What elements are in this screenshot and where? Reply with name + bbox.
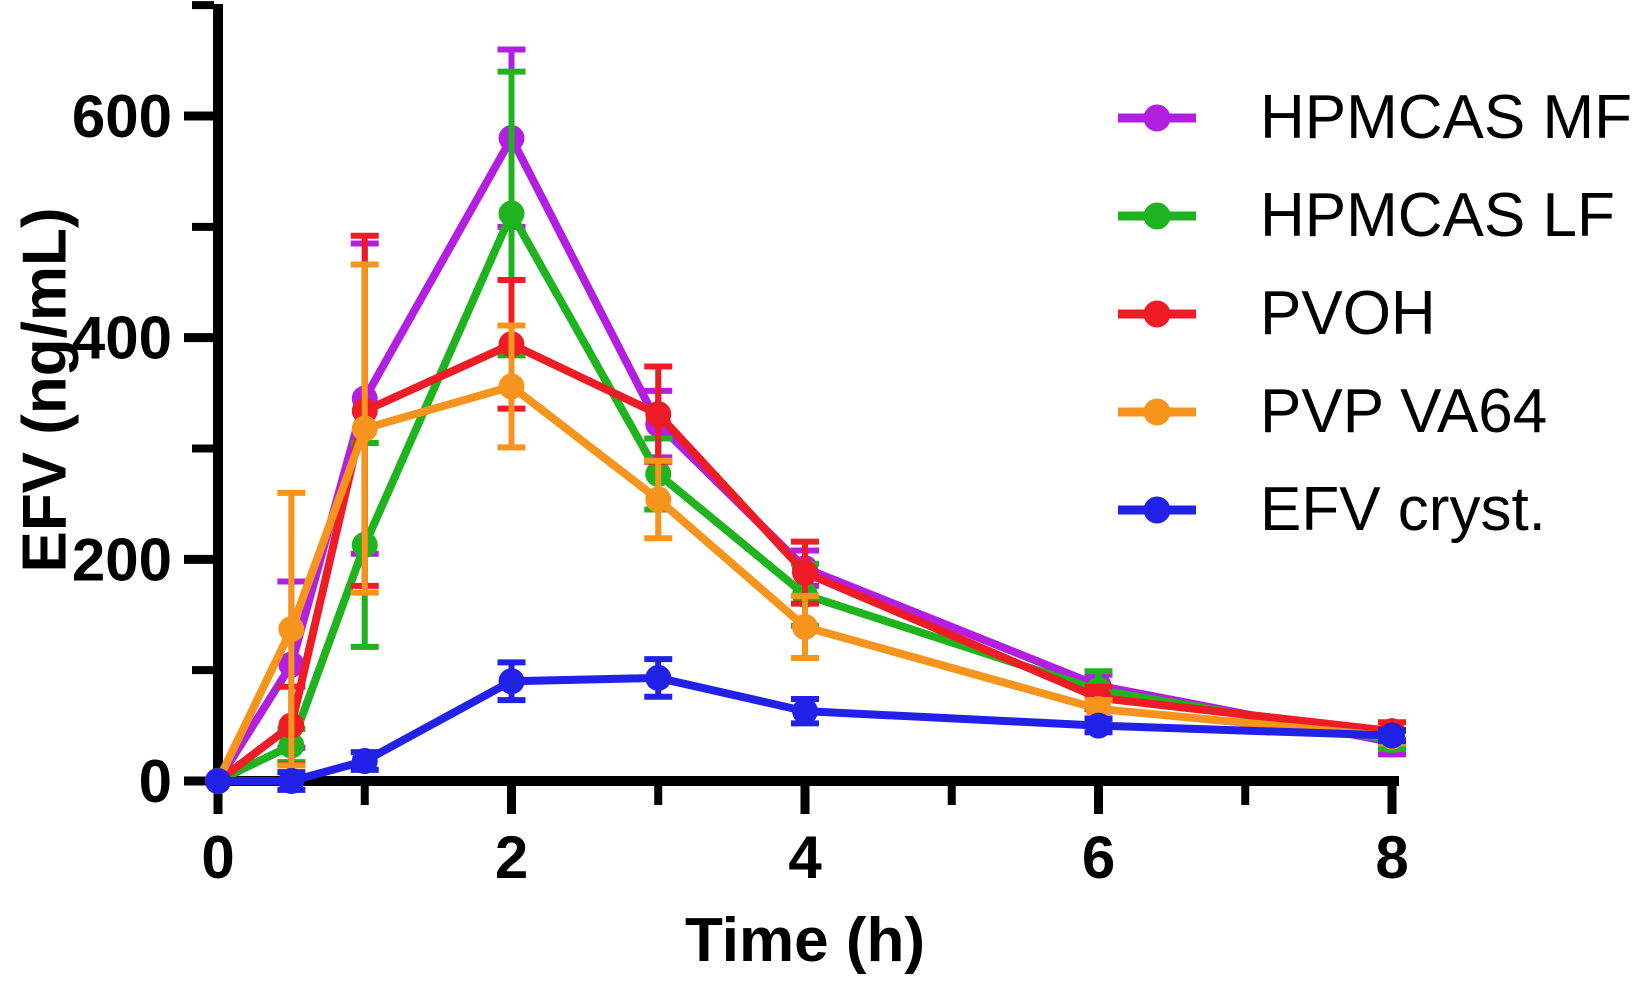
- series-efv-cryst-: [205, 656, 1406, 794]
- legend-marker-icon: [1118, 496, 1196, 524]
- series-line: [218, 673, 1393, 785]
- x-tick-label: 6: [1082, 824, 1115, 891]
- data-point: [498, 373, 525, 400]
- series-line: [214, 382, 1393, 783]
- x-axis-title: Time (h): [685, 906, 925, 975]
- data-point: [645, 486, 672, 513]
- data-point: [498, 668, 525, 695]
- data-point: [1085, 712, 1112, 739]
- y-tick-label: 0: [139, 748, 172, 815]
- legend-item-hpmcas-mf: HPMCAS MF: [1118, 87, 1632, 149]
- series-line: [215, 339, 1393, 785]
- data-point: [205, 768, 231, 794]
- legend-marker-icon: [1118, 398, 1196, 426]
- series-line: [214, 129, 1393, 784]
- legend-label: HPMCAS MF: [1260, 83, 1632, 152]
- x-tick-label: 2: [495, 824, 528, 891]
- legend-item-pvp-va64: PVP VA64: [1118, 381, 1632, 443]
- x-tick-label: 8: [1375, 824, 1408, 891]
- legend-label: PVP VA64: [1260, 377, 1548, 446]
- x-tick-label: 4: [788, 824, 822, 891]
- y-tick-label: 200: [72, 526, 172, 593]
- legend-label: HPMCAS LF: [1260, 181, 1615, 250]
- legend-item-hpmcas-lf: HPMCAS LF: [1118, 185, 1632, 247]
- data-point: [278, 616, 305, 643]
- y-tick-label: 600: [72, 83, 172, 150]
- y-axis-ticks: 0 200 400 600: [72, 1, 214, 815]
- data-point: [278, 768, 305, 794]
- y-tick-label: 400: [72, 305, 172, 372]
- data-point: [792, 698, 818, 725]
- data-point: [645, 664, 672, 691]
- data-point: [645, 401, 672, 428]
- data-point: [498, 200, 525, 227]
- legend-item-efv-cryst: EFV cryst.: [1118, 479, 1632, 541]
- legend-marker-icon: [1118, 202, 1196, 230]
- data-point: [792, 613, 818, 640]
- y-axis-title: EFV (ng/mL): [10, 207, 80, 573]
- legend-label: EFV cryst.: [1260, 475, 1546, 544]
- data-point: [792, 559, 818, 586]
- legend-marker-icon: [1118, 300, 1196, 328]
- legend-item-pvoh: PVOH: [1118, 283, 1632, 345]
- legend-label: PVOH: [1260, 279, 1436, 348]
- data-point: [1379, 722, 1405, 749]
- legend-marker-icon: [1118, 104, 1196, 132]
- data-point: [351, 748, 378, 775]
- data-point: [351, 415, 378, 442]
- x-tick-label: 0: [201, 824, 234, 891]
- legend: HPMCAS MF HPMCAS LF PVOH PVP VA64: [1118, 87, 1632, 541]
- x-axis-ticks: 0 2 4 6 8: [201, 777, 1409, 891]
